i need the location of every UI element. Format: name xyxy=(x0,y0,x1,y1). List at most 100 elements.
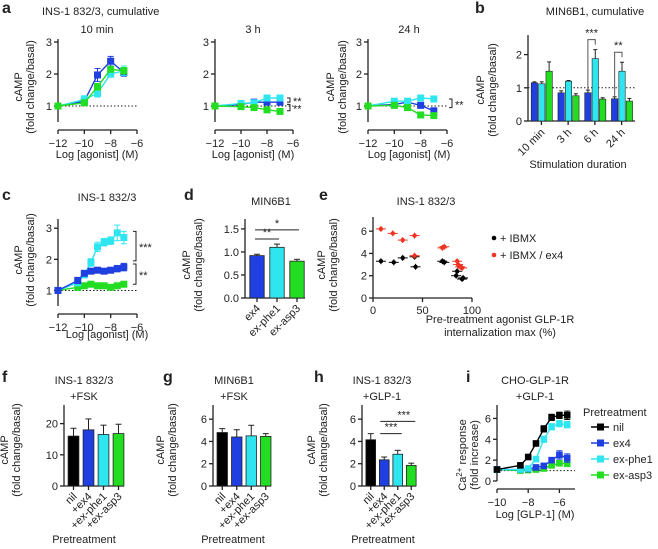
significance-bracket xyxy=(449,98,453,109)
significance-bracket xyxy=(133,230,137,262)
data-point-+ IBMX / ex4 xyxy=(390,231,395,236)
y-tick-label: 3 xyxy=(46,37,52,49)
panel-label-f: f xyxy=(2,369,8,386)
y-tick-label: 3 xyxy=(356,37,362,49)
panel-a1-ylabel-1: cAMP xyxy=(13,72,25,101)
data-point-ex-phe1 xyxy=(120,234,128,242)
data-point-ex-asp3 xyxy=(80,282,88,290)
data-point-ex-phe1 xyxy=(556,420,563,427)
panel-a2-xlabel: Log [agonist] (M) xyxy=(212,149,295,161)
data-point-ex-asp3 xyxy=(94,83,101,91)
data-point-ex-asp3 xyxy=(250,104,258,112)
data-point-ex-asp3 xyxy=(417,111,425,119)
y-tick-label: 2 xyxy=(46,69,52,81)
data-point-+ IBMX xyxy=(378,259,384,264)
panel-f-ylabel-1: cAMP xyxy=(0,435,11,464)
data-point-ex-asp3 xyxy=(107,65,115,73)
panel-label-e: e xyxy=(319,187,328,204)
y-tick-label: 1.5 xyxy=(224,224,239,236)
data-point-ex-asp3 xyxy=(237,103,245,111)
data-point-ex4 xyxy=(100,267,108,275)
data-point-ex-asp3 xyxy=(80,99,88,107)
data-point-+ IBMX xyxy=(400,255,405,261)
bar-ex4 xyxy=(530,82,538,122)
bar-+ex4 xyxy=(231,436,243,487)
panel-c-ylabel-2: (fold change/basal) xyxy=(25,213,37,307)
data-point-ex-asp3 xyxy=(276,107,284,115)
data-point-nil xyxy=(563,412,571,419)
x-tick-label: 6 h xyxy=(582,127,601,146)
data-point-ex4 xyxy=(80,269,88,277)
panel-b-title: MIN6B1, cumulative xyxy=(546,6,644,18)
panel-e-xlabel-2: internalization max (%) xyxy=(444,327,556,339)
y-tick-label: 4 xyxy=(361,248,367,260)
ylabels: cAMP (fold change/basal) cAMP (fold chan… xyxy=(0,40,499,497)
y-tick-label: 6 xyxy=(485,413,491,425)
data-point-ex4 xyxy=(94,71,101,79)
bar-ex-phe1 xyxy=(565,80,572,122)
panel-i-chart-1: 0 2 4 6 −10 −8 −6 Pretreatment nil ex4 ex-phe1 ex-a… xyxy=(485,405,653,509)
x-tick-label: −10 xyxy=(488,497,507,509)
panel-f-ylabel-2: (fold change/basal) xyxy=(11,403,23,497)
data-point-ex4 xyxy=(263,98,271,106)
data-point-ex4 xyxy=(120,263,128,271)
data-point-ex-phe1 xyxy=(390,97,398,105)
panel-a1-xlabel: Log [agonist] (M) xyxy=(56,149,139,161)
legend-title: Pretreatment xyxy=(583,407,647,419)
panel-f-subtitle: +FSK xyxy=(70,391,98,403)
panel-label-c: c xyxy=(2,187,11,204)
data-point-ex-phe1 xyxy=(263,94,271,102)
y-tick-label: 1 xyxy=(356,101,362,113)
y-tick-label: 1 xyxy=(46,285,52,297)
panel-a-title: INS-1 832/3, cumulative xyxy=(42,6,159,18)
significance-bracket xyxy=(133,263,137,285)
data-point-ex-asp3 xyxy=(107,283,115,291)
data-point-ex4 xyxy=(87,267,95,275)
panel-i-ylabel-2: (fold increase) xyxy=(469,420,481,490)
bar-ex-asp3 xyxy=(599,98,607,122)
bar-+ex-asp3 xyxy=(405,464,417,487)
y-tick-label: 1.0 xyxy=(224,247,239,259)
significance-label: *** xyxy=(397,409,411,421)
x-tick-label: 0 xyxy=(370,305,376,317)
y-tick-label: 10 xyxy=(46,450,58,462)
panel-a-chart-3: 1 2 3 −12 −10 −8 −6 ** xyxy=(356,37,464,150)
panel-g-ylabel-1: cAMP xyxy=(155,435,167,464)
bar-ex-phe1 xyxy=(618,70,626,122)
panel-c-title: INS-1 832/3 xyxy=(78,192,137,204)
y-tick-label: 2 xyxy=(356,69,362,81)
x-tick-label: −8 xyxy=(522,497,535,509)
panel-a1-subtitle: 10 min xyxy=(80,24,113,36)
data-point-ex4 xyxy=(540,462,548,470)
panel-a1-ylabel-2: (fold change/basal) xyxy=(25,40,37,134)
panel-label-d: d xyxy=(184,187,194,204)
data-point-ex-phe1 xyxy=(548,423,555,431)
legend-marker xyxy=(597,471,604,479)
bar-+ex4 xyxy=(82,429,95,487)
panel-g-ylabel-2: (fold change/basal) xyxy=(167,403,179,497)
panel-i-title: CHO-GLP-1R xyxy=(501,375,569,387)
data-point-nil xyxy=(493,466,501,473)
legend-label: ex-phe1 xyxy=(613,454,653,466)
y-tick-label: 0.5 xyxy=(224,270,239,282)
bar-+ex-phe1 xyxy=(97,434,110,487)
x-tick-label: −8 xyxy=(414,138,427,150)
data-point-ex-phe1 xyxy=(94,243,101,251)
y-tick-label: 0 xyxy=(516,116,522,128)
data-point-+ IBMX / ex4 xyxy=(400,237,405,243)
panel-i-xlabel: Log [GLP-1] (M) xyxy=(496,509,575,521)
x-tick-label: −8 xyxy=(104,138,117,150)
data-point-ex-phe1 xyxy=(430,95,438,103)
data-point-ex-asp3 xyxy=(211,102,219,110)
panel-label-b: b xyxy=(475,0,485,17)
panel-g-xlabel: Pretreatment xyxy=(201,534,265,546)
data-point-ex-asp3 xyxy=(404,104,411,112)
y-tick-label: 0.0 xyxy=(224,293,239,305)
significance-bracket xyxy=(287,97,291,103)
significance-label: *** xyxy=(385,422,399,434)
data-point-ex4 xyxy=(548,456,555,464)
bar-ex-phe1 xyxy=(269,246,285,299)
bar-ex-asp3 xyxy=(545,70,553,122)
